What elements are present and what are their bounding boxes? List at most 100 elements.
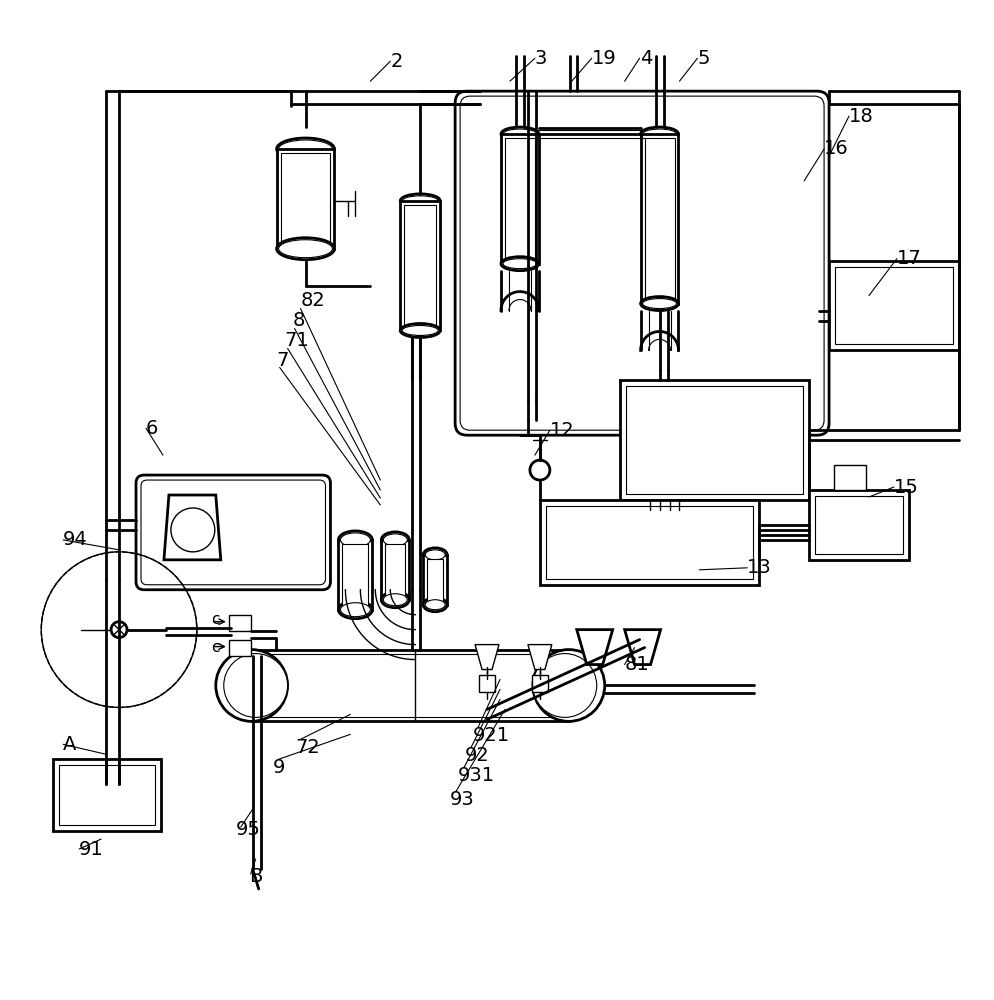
Bar <box>381 540 409 600</box>
Bar <box>338 540 372 610</box>
Text: 93: 93 <box>449 790 474 809</box>
Bar <box>385 544 405 596</box>
Polygon shape <box>474 645 499 670</box>
Text: 4: 4 <box>639 49 651 68</box>
Bar <box>280 153 330 245</box>
Bar <box>404 205 435 326</box>
Ellipse shape <box>422 548 446 562</box>
Bar <box>505 138 535 260</box>
Polygon shape <box>164 495 221 560</box>
Text: 921: 921 <box>472 726 510 745</box>
Circle shape <box>111 622 127 638</box>
Bar <box>255 654 565 717</box>
Ellipse shape <box>338 601 372 619</box>
Text: 81: 81 <box>624 655 649 674</box>
Polygon shape <box>528 645 552 670</box>
Ellipse shape <box>278 240 332 258</box>
Bar <box>833 465 865 490</box>
Text: 92: 92 <box>464 746 489 765</box>
Text: 6: 6 <box>146 419 158 438</box>
Text: 17: 17 <box>896 249 920 268</box>
Bar <box>540 500 758 585</box>
Bar <box>400 201 439 330</box>
Bar <box>834 267 952 344</box>
Ellipse shape <box>533 650 604 721</box>
Bar <box>60 765 155 825</box>
FancyBboxPatch shape <box>454 91 828 435</box>
Ellipse shape <box>383 594 407 606</box>
Text: 18: 18 <box>848 107 873 126</box>
Ellipse shape <box>278 140 332 158</box>
Bar <box>546 506 752 579</box>
Bar <box>229 615 250 631</box>
Bar <box>501 134 539 264</box>
Text: 5: 5 <box>697 49 710 68</box>
Polygon shape <box>577 630 612 665</box>
Text: 16: 16 <box>823 139 848 158</box>
Polygon shape <box>624 630 660 665</box>
Ellipse shape <box>400 194 439 208</box>
Bar <box>644 138 674 300</box>
Ellipse shape <box>383 534 407 546</box>
Text: 3: 3 <box>535 49 547 68</box>
Ellipse shape <box>224 654 287 717</box>
Ellipse shape <box>642 299 676 309</box>
Ellipse shape <box>424 600 444 610</box>
Bar <box>54 759 161 831</box>
Text: 8: 8 <box>292 311 304 330</box>
Circle shape <box>530 460 550 480</box>
Ellipse shape <box>400 323 439 337</box>
Text: 71: 71 <box>284 331 309 350</box>
Text: B: B <box>248 867 261 886</box>
Ellipse shape <box>640 127 678 141</box>
Ellipse shape <box>424 550 444 560</box>
Bar <box>342 544 368 606</box>
Text: 94: 94 <box>64 530 87 549</box>
Text: 2: 2 <box>390 52 403 71</box>
Bar <box>229 640 250 656</box>
Ellipse shape <box>276 138 334 160</box>
Bar <box>619 380 808 500</box>
Text: A: A <box>64 735 77 754</box>
Bar <box>640 134 678 304</box>
Bar <box>251 650 569 721</box>
Ellipse shape <box>501 127 539 141</box>
Ellipse shape <box>340 533 370 547</box>
Text: 95: 95 <box>236 820 260 839</box>
Ellipse shape <box>216 650 287 721</box>
Ellipse shape <box>340 603 370 617</box>
Ellipse shape <box>501 257 539 271</box>
Ellipse shape <box>533 654 596 717</box>
Bar <box>426 559 442 601</box>
Text: 72: 72 <box>295 738 320 757</box>
FancyBboxPatch shape <box>459 96 823 430</box>
Ellipse shape <box>503 259 537 269</box>
FancyBboxPatch shape <box>136 475 330 590</box>
Text: 7: 7 <box>276 351 288 370</box>
Text: 12: 12 <box>550 421 574 440</box>
Ellipse shape <box>381 532 409 548</box>
Text: 9: 9 <box>272 758 284 777</box>
Bar <box>532 675 548 692</box>
Text: 931: 931 <box>457 766 495 785</box>
Bar <box>422 555 446 605</box>
FancyBboxPatch shape <box>141 480 325 585</box>
Ellipse shape <box>381 592 409 608</box>
Bar <box>478 675 494 692</box>
Text: 15: 15 <box>893 478 917 497</box>
Ellipse shape <box>402 196 437 206</box>
Ellipse shape <box>338 531 372 549</box>
Text: 82: 82 <box>300 291 325 310</box>
Bar <box>276 149 334 249</box>
Circle shape <box>171 508 215 552</box>
Ellipse shape <box>402 325 437 335</box>
Bar <box>625 386 802 494</box>
Bar <box>814 496 902 554</box>
Bar <box>808 490 908 560</box>
Ellipse shape <box>276 238 334 260</box>
Ellipse shape <box>640 297 678 311</box>
Text: 19: 19 <box>591 49 616 68</box>
Text: c: c <box>211 612 219 627</box>
Text: c: c <box>211 640 219 655</box>
Ellipse shape <box>503 129 537 139</box>
